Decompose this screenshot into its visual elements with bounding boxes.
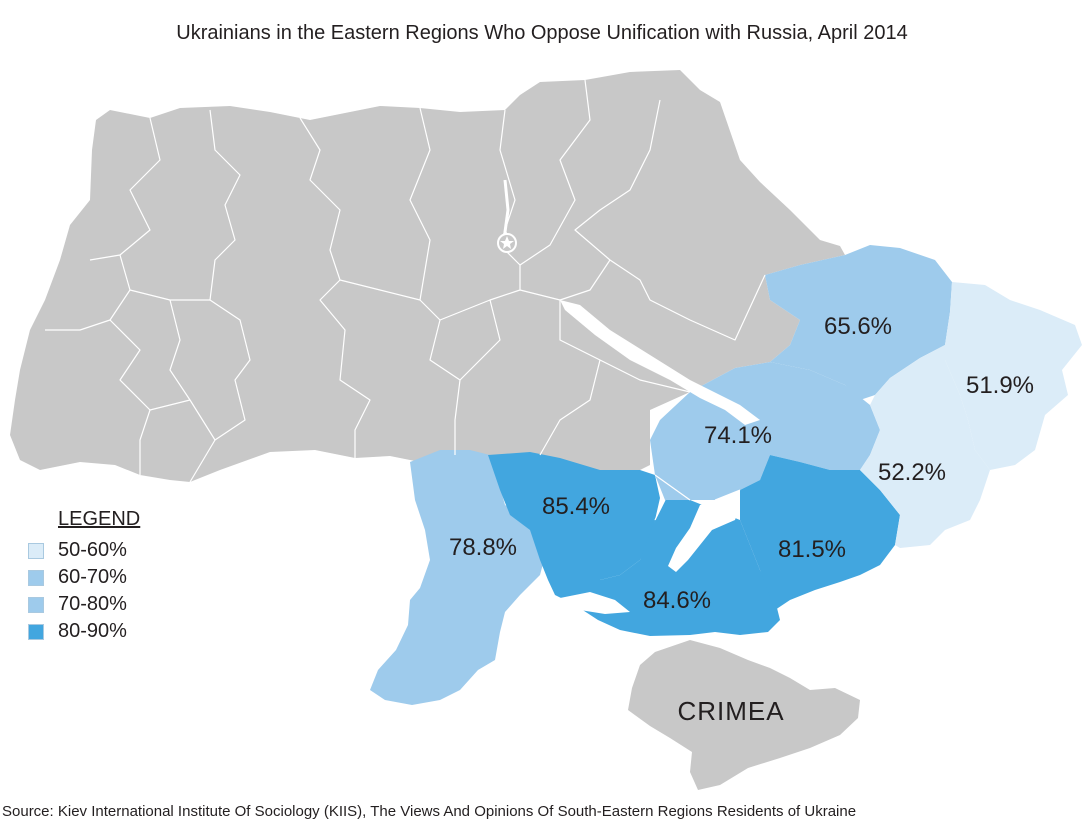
legend-swatch xyxy=(28,596,44,613)
region-zaporizhzhia xyxy=(740,455,900,610)
label-mykolaiv: 85.4% xyxy=(542,493,610,520)
region-mykolaiv xyxy=(488,452,660,580)
legend-swatch xyxy=(28,569,44,586)
legend-label: 60-70% xyxy=(58,566,127,588)
legend-title: LEGEND xyxy=(58,508,141,530)
legend-label: 80-90% xyxy=(58,620,127,642)
region-crimea xyxy=(628,640,860,790)
region-odesa xyxy=(370,450,548,705)
label-kherson: 84.6% xyxy=(643,587,711,614)
label-odesa: 78.8% xyxy=(449,534,517,561)
legend-swatch xyxy=(28,623,44,640)
legend-item: 80-90% xyxy=(28,618,140,645)
oblast-borders xyxy=(45,79,766,521)
legend-label: 50-60% xyxy=(58,539,127,561)
source-note: Source: Kiev International Institute Of … xyxy=(2,803,857,820)
kyiv-capital-star-icon xyxy=(497,233,517,253)
legend-item: 70-80% xyxy=(28,591,140,618)
legend-item: 50-60% xyxy=(28,537,140,564)
dnieper-estuary xyxy=(560,592,630,614)
kakhovka-reservoir xyxy=(668,500,740,572)
label-donetsk: 52.2% xyxy=(878,459,946,486)
region-kharkiv xyxy=(765,245,952,400)
region-luhansk xyxy=(945,282,1082,470)
label-kharkiv: 65.6% xyxy=(824,313,892,340)
label-zaporizhzhia: 81.5% xyxy=(778,536,846,563)
region-west-central xyxy=(10,70,845,485)
label-dnipro: 74.1% xyxy=(704,422,772,449)
legend-item: 60-70% xyxy=(28,564,140,591)
dnieper-river xyxy=(560,300,760,425)
page-title: Ukrainians in the Eastern Regions Who Op… xyxy=(176,22,908,44)
region-donetsk xyxy=(860,345,990,548)
label-luhansk: 51.9% xyxy=(966,372,1034,399)
label-crimea: CRIMEA xyxy=(677,696,784,726)
legend: LEGEND 50-60% 60-70% 70-80% 80-90% xyxy=(28,508,140,645)
legend-label: 70-80% xyxy=(58,593,127,615)
legend-swatch xyxy=(28,542,44,559)
